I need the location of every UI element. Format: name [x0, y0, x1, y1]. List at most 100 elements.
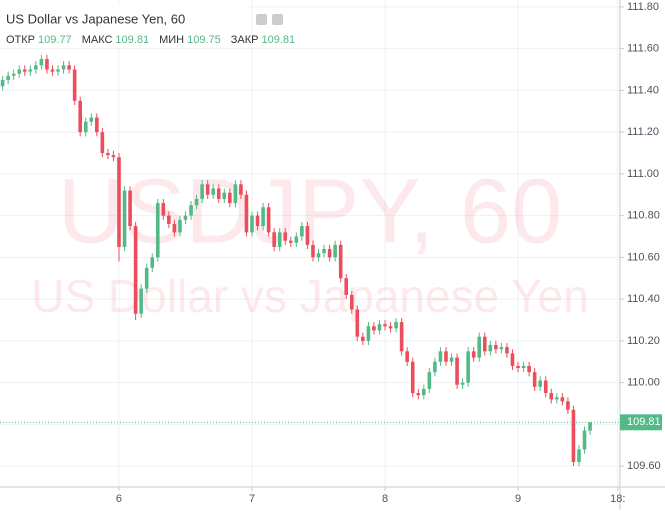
candle: [200, 180, 204, 204]
candle-body: [300, 226, 304, 237]
candle: [516, 361, 520, 373]
candle: [6, 71, 10, 85]
candle-body: [194, 198, 199, 206]
ohlc-label: МИН: [159, 34, 184, 46]
candle-body: [89, 117, 94, 122]
candle: [322, 244, 326, 258]
x-tick-label: 8: [382, 493, 388, 505]
legend-bg: [0, 5, 250, 47]
candle: [543, 376, 548, 398]
candle: [532, 368, 537, 391]
candle-body: [288, 240, 293, 243]
y-tick-label: 110.00: [627, 377, 660, 389]
candle: [499, 342, 504, 354]
candle: [111, 150, 116, 162]
candle: [0, 75, 5, 91]
ohlc-value: 109.77: [38, 34, 72, 46]
candle: [521, 361, 526, 373]
candle: [272, 228, 276, 252]
candle-body: [39, 59, 44, 66]
candle-body: [532, 372, 537, 387]
x-tick-label: 18:: [610, 493, 625, 505]
candle: [283, 228, 288, 245]
candle: [510, 349, 515, 371]
candle: [466, 347, 470, 387]
candle-body: [100, 132, 105, 154]
candle-body: [377, 324, 382, 331]
candle: [128, 186, 132, 231]
candle: [377, 320, 382, 335]
candle: [433, 357, 437, 377]
candle-body: [543, 380, 548, 394]
candle-body: [211, 188, 216, 195]
candle: [244, 190, 249, 237]
candle-body: [416, 393, 421, 396]
eye-icon[interactable]: [256, 14, 267, 25]
candle-body: [327, 249, 332, 258]
candle: [239, 180, 243, 199]
candle-body: [150, 257, 155, 268]
last-price-label: 109.81: [627, 416, 661, 428]
candle-body: [521, 365, 526, 369]
candle: [205, 180, 210, 199]
y-tick-label: 111.60: [627, 43, 659, 55]
candle-body: [244, 194, 249, 233]
candle: [133, 221, 138, 321]
candle-body: [433, 361, 437, 373]
ohlc-value: 109.75: [187, 34, 221, 46]
candle-body: [344, 278, 349, 295]
y-tick-label: 109.60: [627, 460, 661, 472]
candle-body: [117, 157, 121, 247]
candle: [106, 148, 110, 160]
candle: [471, 347, 476, 362]
candle: [494, 340, 498, 354]
candle-body: [471, 351, 476, 358]
ohlc-label: ЗАКР: [231, 34, 259, 46]
candle-body: [283, 232, 288, 241]
candle-body: [250, 215, 254, 233]
candle: [183, 211, 188, 224]
candle: [538, 376, 542, 391]
candle-body: [172, 223, 177, 233]
candle: [449, 353, 454, 366]
candle: [222, 188, 227, 204]
ohlc-label: МАКС: [82, 34, 113, 46]
candle-body: [133, 226, 138, 314]
candle-body: [466, 351, 470, 383]
candle-body: [222, 192, 227, 199]
y-tick-label: 110.40: [627, 293, 660, 305]
y-tick-label: 111.00: [627, 168, 659, 180]
candle: [582, 426, 587, 454]
candle: [161, 198, 166, 220]
candle: [422, 384, 426, 400]
candle: [11, 69, 16, 80]
candle: [216, 184, 221, 204]
ohlc-value: 109.81: [261, 34, 295, 46]
candle-body: [28, 69, 33, 72]
candle: [34, 61, 38, 74]
candle: [555, 393, 559, 404]
settings-icon[interactable]: [272, 14, 283, 25]
candle-body: [78, 100, 82, 133]
candle-body: [189, 205, 193, 216]
candle: [39, 54, 44, 70]
y-tick-label: 111.20: [627, 126, 659, 138]
candle: [122, 186, 127, 252]
candle-body: [311, 244, 315, 258]
candle-body: [560, 397, 565, 402]
candle: [327, 244, 332, 262]
candle: [482, 332, 487, 356]
ohlc-legend: ОТКР 109.77 МАКС 109.81 МИН 109.75 ЗАКР 109.81: [6, 34, 295, 46]
candle: [361, 332, 365, 346]
candle-body: [45, 59, 49, 70]
candle-body: [0, 79, 5, 87]
candle: [427, 368, 432, 394]
candle-body: [200, 184, 204, 199]
candle: [305, 221, 310, 250]
candle: [505, 342, 509, 358]
candle-body: [482, 336, 487, 352]
candle-body: [361, 336, 365, 341]
candle-body: [449, 357, 454, 362]
candle-body: [178, 219, 182, 233]
candle-body: [383, 324, 387, 327]
